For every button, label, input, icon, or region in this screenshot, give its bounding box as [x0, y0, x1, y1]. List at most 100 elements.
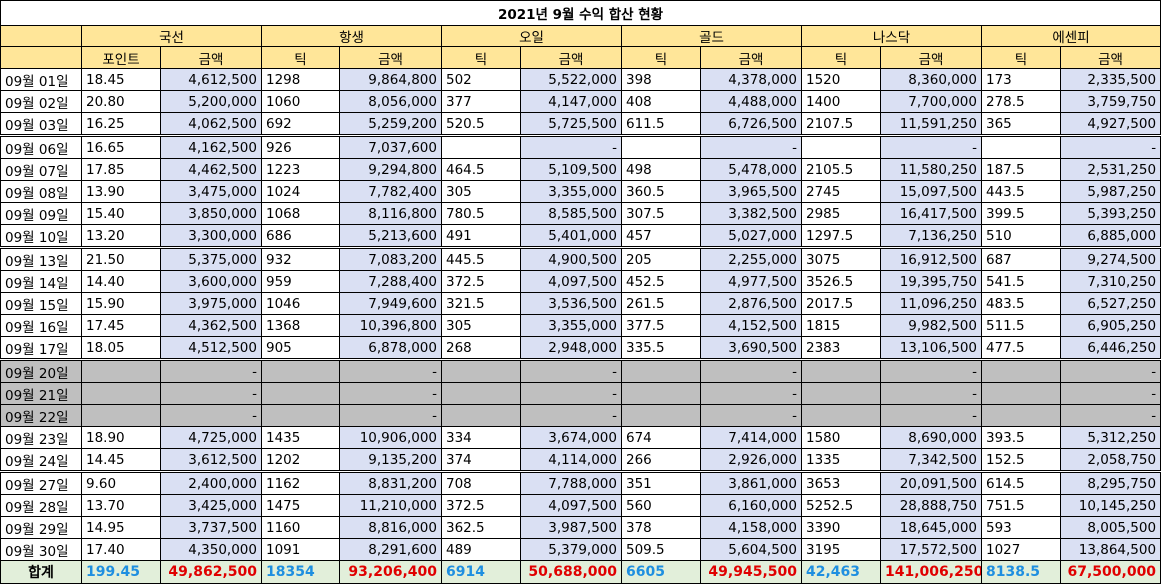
- tick-cell: 305: [441, 314, 521, 337]
- amount-cell: 9,274,500: [1059, 247, 1162, 271]
- amount-cell: -: [520, 404, 622, 427]
- sub-header-row: 포인트 금액 틱 금액 틱 금액 틱 금액 틱 금액 틱 금액: [0, 46, 1162, 69]
- amount-cell: 8,690,000: [880, 426, 982, 449]
- tick-cell: 520.5: [441, 112, 521, 137]
- amount-cell: 8,295,750: [1059, 471, 1162, 495]
- amount-cell: 4,147,000: [520, 90, 622, 113]
- tick-cell: 187.5: [981, 158, 1061, 181]
- date-cell: 09월 30일: [0, 538, 82, 561]
- amount-cell: 10,145,250: [1059, 494, 1162, 517]
- data-row: 09월 28일 13.70 3,425,000 1475 11,210,000 372.5…: [0, 494, 1162, 517]
- sub-header: 틱: [981, 46, 1061, 69]
- data-row: 09월 29일 14.95 3,737,500 1160 8,816,000 362.5 3…: [0, 516, 1162, 539]
- amount-cell: -: [1059, 382, 1162, 405]
- amount-cell: 7,136,250: [880, 224, 982, 249]
- tick-cell: 374: [441, 448, 521, 473]
- amount-cell: 4,097,500: [520, 494, 622, 517]
- date-cell: 09월 29일: [0, 516, 82, 539]
- tick-cell: 16.65: [81, 135, 161, 159]
- amount-cell: 5,478,000: [700, 158, 802, 181]
- tick-cell: 498: [621, 158, 701, 181]
- total-amount: 49,862,500: [160, 560, 262, 584]
- date-cell: 09월 22일: [0, 404, 82, 427]
- amount-cell: -: [700, 382, 802, 405]
- tick-cell: 372.5: [441, 270, 521, 293]
- sub-header: 틱: [621, 46, 701, 69]
- amount-cell: 5,604,500: [700, 538, 802, 561]
- amount-cell: -: [160, 382, 262, 405]
- date-cell: 09월 20일: [0, 359, 82, 383]
- amount-cell: 3,674,000: [520, 426, 622, 449]
- amount-cell: -: [1059, 404, 1162, 427]
- tick-cell: [441, 359, 521, 383]
- tick-cell: [801, 359, 881, 383]
- tick-cell: 457: [621, 224, 701, 249]
- tick-cell: 477.5: [981, 336, 1061, 361]
- amount-cell: 4,488,000: [700, 90, 802, 113]
- tick-cell: 377.5: [621, 314, 701, 337]
- sub-header: 금액: [880, 46, 982, 69]
- amount-cell: -: [160, 359, 262, 383]
- date-cell: 09월 03일: [0, 112, 82, 137]
- total-tick: 8138.5: [981, 560, 1061, 584]
- date-cell: 09월 14일: [0, 270, 82, 293]
- date-cell: 09월 06일: [0, 135, 82, 159]
- total-tick: 6605: [621, 560, 701, 584]
- data-row: 09월 30일 17.40 4,350,000 1091 8,291,600 489 5,3…: [0, 538, 1162, 561]
- amount-cell: -: [700, 135, 802, 159]
- amount-cell: 10,396,800: [339, 314, 442, 337]
- amount-cell: 19,395,750: [880, 270, 982, 293]
- date-cell: 09월 10일: [0, 224, 82, 249]
- amount-cell: -: [880, 404, 982, 427]
- total-row: 합계 199.45 49,862,500 18354 93,206,400 6914 50,…: [0, 560, 1162, 584]
- tick-cell: 378: [621, 516, 701, 539]
- amount-cell: 5,200,000: [160, 90, 262, 113]
- amount-cell: -: [880, 135, 982, 159]
- data-row: 09월 07일 17.85 4,462,500 1223 9,294,800 464.5 5…: [0, 158, 1162, 181]
- total-tick: 6914: [441, 560, 521, 584]
- tick-cell: [981, 382, 1061, 405]
- amount-cell: 4,097,500: [520, 270, 622, 293]
- data-row: 09월 17일 18.05 4,512,500 905 6,878,000 268 2,94…: [0, 336, 1162, 361]
- total-tick: 18354: [261, 560, 340, 584]
- date-cell: 09월 15일: [0, 292, 82, 315]
- amount-cell: 7,037,600: [339, 135, 442, 159]
- amount-cell: 3,690,500: [700, 336, 802, 361]
- tick-cell: 393.5: [981, 426, 1061, 449]
- amount-cell: 3,759,750: [1059, 90, 1162, 113]
- date-cell: 09월 17일: [0, 336, 82, 361]
- amount-cell: -: [339, 359, 442, 383]
- amount-cell: 8,056,000: [339, 90, 442, 113]
- amount-cell: -: [880, 359, 982, 383]
- tick-cell: [81, 359, 161, 383]
- group-header: 골드: [621, 25, 802, 47]
- tick-cell: 511.5: [981, 314, 1061, 337]
- amount-cell: 7,949,600: [339, 292, 442, 315]
- amount-cell: 4,977,500: [700, 270, 802, 293]
- amount-cell: -: [1059, 359, 1162, 383]
- amount-cell: 10,906,000: [339, 426, 442, 449]
- amount-cell: 7,700,000: [880, 90, 982, 113]
- tick-cell: 905: [261, 336, 340, 361]
- total-amount: 141,006,250: [880, 560, 982, 584]
- amount-cell: 3,850,000: [160, 202, 262, 225]
- amount-cell: 5,375,000: [160, 247, 262, 271]
- tick-cell: 2017.5: [801, 292, 881, 315]
- tick-cell: 9.60: [81, 471, 161, 495]
- tick-cell: 14.45: [81, 448, 161, 473]
- tick-cell: 408: [621, 90, 701, 113]
- tick-cell: 372.5: [441, 494, 521, 517]
- tick-cell: [81, 382, 161, 405]
- tick-cell: [441, 382, 521, 405]
- date-cell: 09월 01일: [0, 68, 82, 91]
- amount-cell: 9,135,200: [339, 448, 442, 473]
- tick-cell: 491: [441, 224, 521, 249]
- amount-cell: 5,109,500: [520, 158, 622, 181]
- tick-cell: [261, 359, 340, 383]
- total-label: 합계: [0, 560, 82, 584]
- data-row: 09월 08일 13.90 3,475,000 1024 7,782,400 305 3,3…: [0, 180, 1162, 203]
- amount-cell: 8,005,500: [1059, 516, 1162, 539]
- amount-cell: -: [1059, 135, 1162, 159]
- amount-cell: 4,152,500: [700, 314, 802, 337]
- amount-cell: 4,362,500: [160, 314, 262, 337]
